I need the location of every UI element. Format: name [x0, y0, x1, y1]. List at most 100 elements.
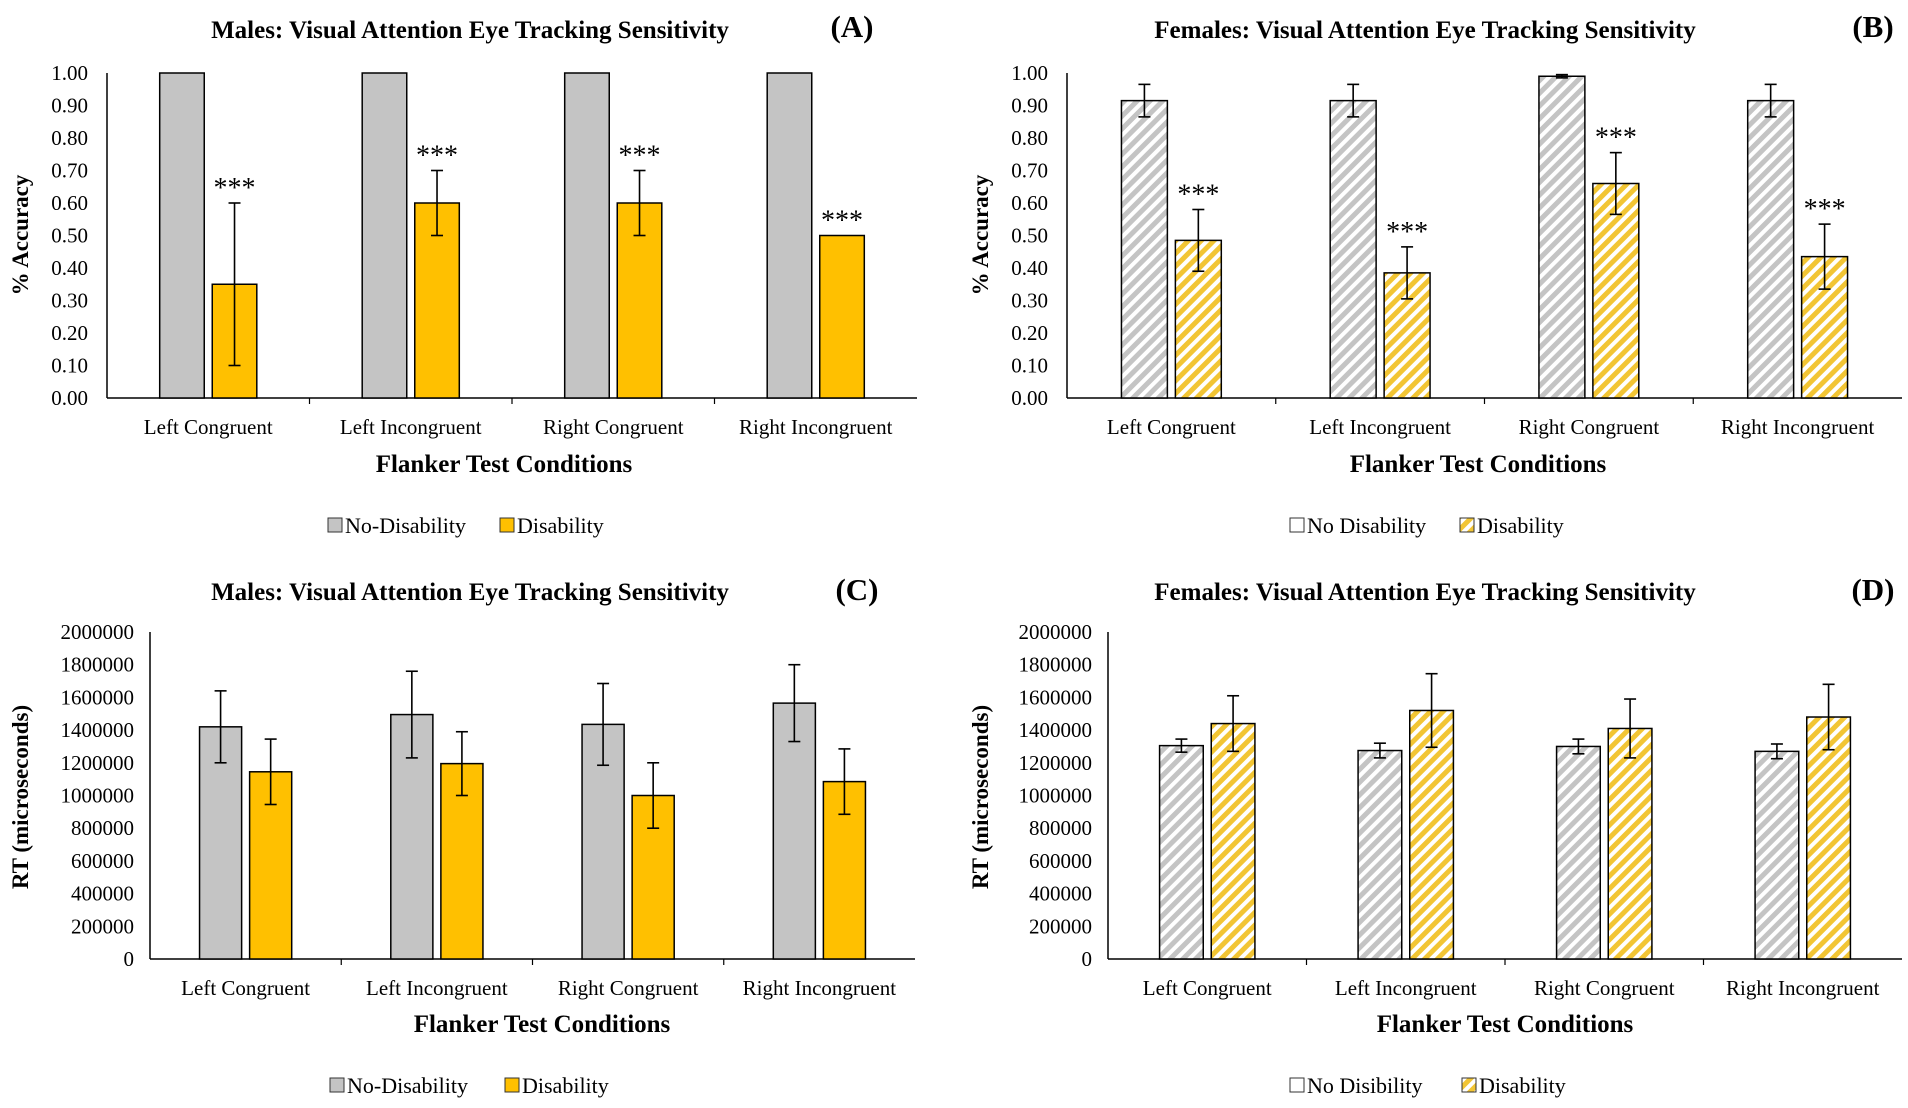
legend-label: Disability	[517, 513, 604, 538]
panel-label: (C)	[835, 572, 878, 607]
y-tick-label: 1600000	[1019, 685, 1093, 709]
y-tick-label: 800000	[1029, 816, 1092, 840]
chart-title: Males: Visual Attention Eye Tracking Sen…	[211, 579, 729, 606]
x-tick-label: Left Incongruent	[1309, 415, 1451, 439]
y-tick-label: 800000	[71, 816, 134, 840]
bar-no-disability	[563, 72, 611, 399]
significance-marker: ***	[821, 206, 863, 237]
y-tick-label: 1800000	[1019, 653, 1093, 677]
bar-no-disability	[1538, 75, 1586, 399]
y-tick-label: 0.10	[51, 354, 88, 378]
chart-title: Males: Visual Attention Eye Tracking Sen…	[211, 17, 729, 44]
y-tick-label: 0.30	[1011, 289, 1048, 313]
x-tick-label: Left Congruent	[1107, 415, 1236, 439]
y-tick-label: 0.20	[1011, 321, 1048, 345]
panel-label: (A)	[830, 9, 873, 44]
y-tick-label: 200000	[71, 914, 134, 938]
y-axis-label: % Accuracy	[8, 174, 33, 295]
y-tick-label: 0.50	[51, 224, 88, 248]
legend-label: No-Disability	[345, 513, 466, 538]
y-axis-label: % Accuracy	[968, 174, 993, 295]
chart-panel-c: Males: Visual Attention Eye Tracking Sen…	[8, 572, 915, 1098]
y-tick-label: 600000	[71, 849, 134, 873]
y-tick-label: 0.40	[1011, 256, 1048, 280]
legend-swatch-no-disability	[329, 1077, 345, 1093]
y-tick-label: 600000	[1029, 849, 1092, 873]
y-tick-label: 0	[1082, 947, 1093, 971]
x-tick-label: Right Congruent	[1534, 976, 1675, 1000]
significance-marker: ***	[1386, 217, 1428, 248]
y-tick-label: 1600000	[61, 685, 135, 709]
y-tick-label: 0.80	[51, 126, 88, 150]
significance-marker: ***	[1804, 194, 1846, 225]
significance-marker: ***	[1595, 123, 1637, 154]
chart-panel-d: Females: Visual Attention Eye Tracking S…	[968, 572, 1902, 1098]
y-tick-label: 1000000	[1019, 784, 1093, 808]
panel-label: (D)	[1851, 572, 1894, 607]
x-axis-label: Flanker Test Conditions	[414, 1011, 671, 1038]
y-tick-label: 0.10	[1011, 354, 1048, 378]
bar-no-disability	[1357, 749, 1403, 960]
x-axis-label: Flanker Test Conditions	[376, 451, 633, 478]
x-axis-label: Flanker Test Conditions	[1377, 1011, 1634, 1038]
y-tick-label: 0.90	[51, 94, 88, 118]
y-tick-label: 400000	[71, 882, 134, 906]
significance-marker: ***	[214, 173, 256, 204]
x-tick-label: Right Incongruent	[739, 415, 893, 439]
y-tick-label: 1400000	[61, 718, 135, 742]
y-tick-label: 0.40	[51, 256, 88, 280]
legend-label: No Disibility	[1307, 1073, 1423, 1098]
bar-no-disability	[1754, 750, 1800, 960]
legend-swatch-disability	[504, 1077, 520, 1093]
y-tick-label: 0	[124, 947, 135, 971]
bar-no-disability	[1555, 745, 1601, 960]
y-tick-label: 1.00	[51, 61, 88, 85]
bar-disability	[1210, 722, 1256, 960]
y-tick-label: 0.60	[51, 191, 88, 215]
y-tick-label: 0.80	[1011, 126, 1048, 150]
chart-panel-a: Males: Visual Attention Eye Tracking Sen…	[8, 9, 917, 538]
y-tick-label: 0.70	[1011, 159, 1048, 183]
legend-label: Disability	[1477, 513, 1564, 538]
x-tick-label: Left Congruent	[181, 976, 310, 1000]
bar-no-disability	[772, 702, 817, 960]
y-tick-label: 0.30	[51, 289, 88, 313]
bar-no-disability	[198, 726, 243, 960]
x-tick-label: Left Incongruent	[366, 976, 508, 1000]
x-tick-label: Left Incongruent	[340, 415, 482, 439]
bar-no-disability	[361, 72, 408, 399]
bar-disability	[616, 202, 663, 399]
y-tick-label: 1000000	[61, 784, 135, 808]
significance-marker: ***	[619, 141, 661, 172]
legend-label: Disability	[1479, 1073, 1566, 1098]
bar-no-disability	[1120, 99, 1169, 399]
y-tick-label: 0.50	[1011, 224, 1048, 248]
y-axis-label: RT (microseconds)	[968, 705, 993, 889]
legend-label: No-Disability	[347, 1073, 468, 1098]
bar-no-disability	[158, 72, 205, 399]
chart-panel-b: Females: Visual Attention Eye Tracking S…	[968, 9, 1902, 538]
y-tick-label: 0.00	[1011, 386, 1048, 410]
bar-no-disability	[1329, 99, 1377, 399]
y-tick-label: 0.20	[51, 321, 88, 345]
bar-disability	[819, 234, 866, 399]
significance-marker: ***	[416, 141, 458, 172]
y-tick-label: 0.70	[51, 159, 88, 183]
legend-swatch-no-disability	[1289, 517, 1305, 533]
x-tick-label: Right Incongruent	[1726, 976, 1880, 1000]
legend-swatch-disability	[1461, 1077, 1477, 1093]
x-tick-label: Left Incongruent	[1335, 976, 1477, 1000]
legend-swatch-no-disability	[1289, 1077, 1305, 1093]
y-tick-label: 2000000	[61, 620, 135, 644]
legend-label: Disability	[522, 1073, 609, 1098]
y-tick-label: 1.00	[1011, 61, 1048, 85]
x-tick-label: Right Congruent	[543, 415, 684, 439]
x-tick-label: Left Congruent	[144, 415, 273, 439]
y-tick-label: 1400000	[1019, 718, 1093, 742]
significance-marker: ***	[1177, 180, 1219, 211]
bar-disability	[1806, 716, 1852, 960]
y-axis-label: RT (microseconds)	[8, 705, 33, 889]
y-tick-label: 1800000	[61, 653, 135, 677]
legend-swatch-disability	[1459, 517, 1475, 533]
